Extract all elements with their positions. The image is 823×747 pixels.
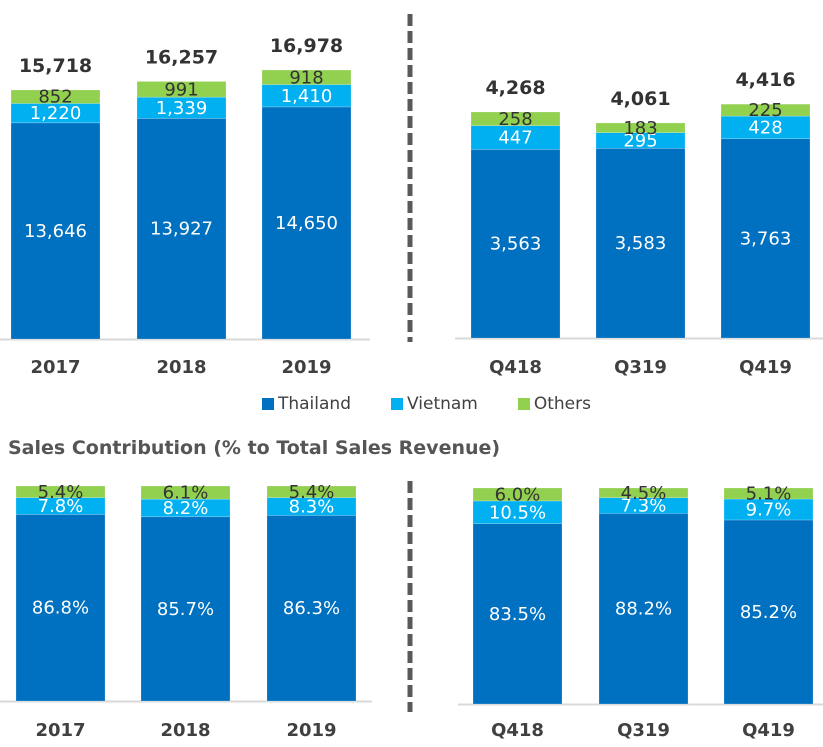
bar-segment-others: [140, 485, 231, 500]
data-label-vietnam: 8.2%: [163, 498, 209, 519]
legend-label: Others: [533, 394, 591, 414]
legend-item-vietnam: Vietnam: [391, 394, 478, 414]
data-label-thailand: 86.8%: [32, 598, 89, 619]
legend-swatch-thailand: [261, 398, 274, 410]
data-label-vietnam: 8.3%: [289, 497, 335, 518]
bar-segment-thailand: [261, 106, 352, 340]
legend-label: Thailand: [277, 394, 351, 414]
category-label: 2019: [286, 720, 336, 741]
data-label-thailand: 83.5%: [489, 604, 546, 625]
bar-segment-thailand: [15, 514, 106, 702]
bar-segment-thailand: [470, 149, 561, 339]
data-label-vietnam: 10.5%: [489, 502, 546, 523]
legend-item-thailand: Thailand: [261, 394, 351, 414]
bar-segment-others: [720, 103, 811, 117]
total-label: 16,978: [270, 35, 343, 57]
bar-segment-others: [136, 81, 227, 98]
legend-item-others: Others: [517, 394, 591, 414]
data-label-others: 5.4%: [38, 482, 84, 503]
category-label: Q418: [491, 720, 544, 741]
data-label-thailand: 13,927: [150, 219, 213, 240]
data-label-vietnam: 428: [748, 117, 782, 138]
category-label: 2018: [160, 720, 210, 741]
bar-segment-others: [595, 122, 686, 133]
bar-segment-others: [598, 487, 689, 499]
data-label-thailand: 88.2%: [615, 599, 672, 620]
data-label-thailand: 14,650: [275, 213, 338, 234]
data-label-others: 991: [164, 79, 198, 100]
data-label-others: 5.1%: [746, 484, 792, 505]
bar-segment-thailand: [136, 118, 227, 340]
data-label-others: 6.1%: [163, 483, 209, 504]
data-label-thailand: 85.7%: [157, 599, 214, 620]
category-label: Q418: [489, 357, 542, 378]
data-label-others: 4.5%: [621, 483, 667, 504]
data-label-others: 225: [748, 100, 782, 121]
category-label: 2018: [156, 357, 206, 378]
data-label-vietnam: 1,410: [281, 86, 333, 107]
bar-segment-others: [266, 485, 357, 498]
data-label-vietnam: 1,220: [30, 103, 82, 124]
bar-segment-others: [261, 69, 352, 85]
data-label-others: 183: [623, 118, 657, 139]
data-label-others: 258: [498, 109, 532, 130]
bar-segment-others: [470, 111, 561, 126]
bar-segment-thailand: [472, 523, 563, 705]
bar-segment-others: [10, 89, 101, 104]
category-label: Q319: [617, 720, 670, 741]
bar-segment-thailand: [595, 147, 686, 339]
data-label-thailand: 86.3%: [283, 598, 340, 619]
total-label: 16,257: [145, 46, 218, 68]
category-label: Q319: [614, 357, 667, 378]
data-label-vietnam: 7.8%: [38, 496, 84, 517]
data-label-vietnam: 295: [623, 130, 657, 151]
data-label-vietnam: 7.3%: [621, 496, 667, 517]
legend-swatch-others: [517, 398, 530, 410]
bar-segment-others: [723, 487, 814, 500]
total-label: 4,061: [610, 88, 670, 110]
bar-segment-thailand: [598, 513, 689, 705]
total-label: 4,268: [485, 77, 545, 99]
data-label-thailand: 3,563: [490, 234, 542, 255]
bar-segment-thailand: [266, 515, 357, 702]
data-label-thailand: 13,646: [24, 221, 87, 242]
category-label: 2017: [35, 720, 85, 741]
data-label-thailand: 3,583: [615, 233, 667, 254]
bar-segment-others: [15, 485, 106, 498]
category-label: 2019: [281, 357, 331, 378]
data-label-vietnam: 1,339: [156, 98, 208, 119]
data-label-thailand: 3,763: [740, 228, 792, 249]
category-label: 2017: [30, 357, 80, 378]
category-label: Q419: [742, 720, 795, 741]
legend-swatch-vietnam: [391, 398, 403, 410]
bar-segment-thailand: [10, 122, 101, 340]
section-title: Sales Contribution (% to Total Sales Rev…: [8, 437, 501, 459]
data-label-others: 6.0%: [495, 484, 541, 505]
data-label-vietnam: 9.7%: [746, 499, 792, 520]
bar-segment-thailand: [723, 519, 814, 705]
legend-label: Vietnam: [407, 394, 478, 414]
total-label: 4,416: [735, 69, 795, 91]
total-label: 15,718: [19, 55, 92, 77]
category-label: Q419: [739, 357, 792, 378]
data-label-others: 852: [38, 87, 72, 108]
chart-legend: Thailand Vietnam Others: [0, 394, 823, 414]
bar-segment-others: [472, 487, 563, 502]
bar-segment-thailand: [140, 516, 231, 702]
bar-segment-thailand: [720, 138, 811, 339]
data-label-vietnam: 447: [498, 127, 532, 148]
data-label-others: 918: [289, 67, 323, 88]
data-label-others: 5.4%: [289, 482, 335, 503]
data-label-thailand: 85.2%: [740, 602, 797, 623]
